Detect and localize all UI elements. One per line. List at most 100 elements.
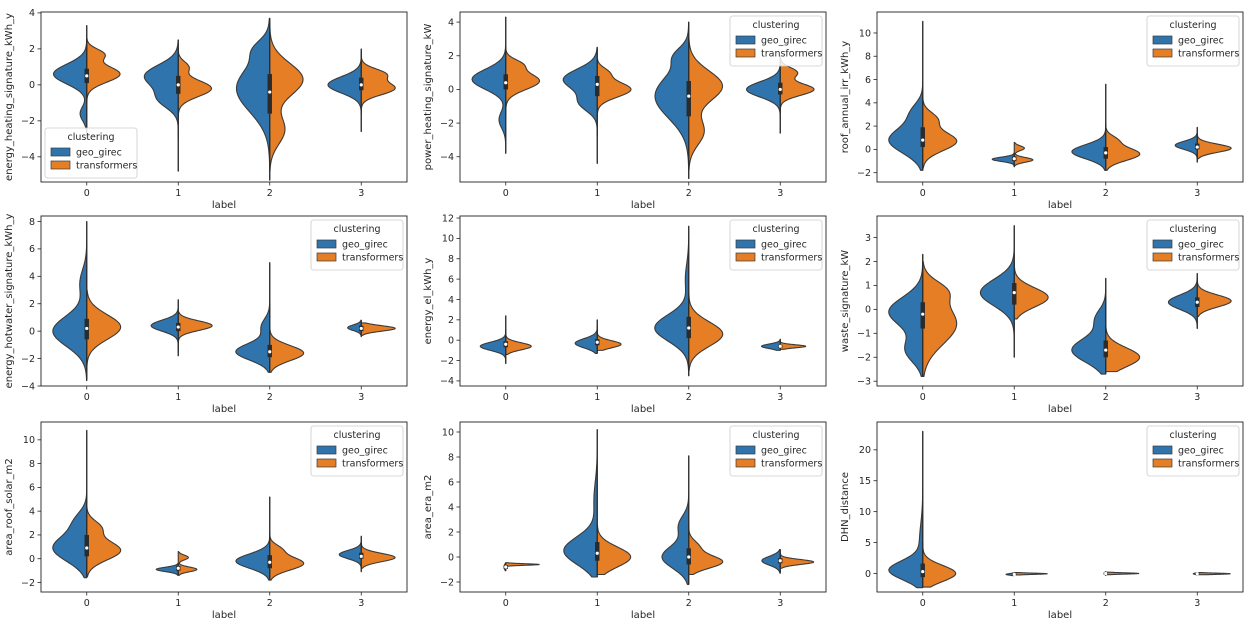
axes-frame (876, 215, 1244, 387)
y-tick-label: 10 (442, 427, 454, 438)
x-axis-label: label (631, 404, 655, 415)
y-tick-label: 2 (865, 257, 871, 268)
y-tick-label: 2 (448, 51, 454, 62)
x-tick-label: 0 (84, 392, 90, 403)
median-dot-3 (359, 83, 363, 87)
y-axis-label: area_era_m2 (423, 475, 434, 540)
violin-geo_girec-1 (563, 428, 598, 578)
y-tick-label: 3 (865, 233, 871, 244)
legend-title: clustering (1170, 20, 1217, 31)
violin-geo_girec-3 (1174, 126, 1198, 163)
median-dot-2 (268, 90, 272, 94)
violin-transformers-1 (596, 58, 632, 138)
median-dot-3 (778, 87, 782, 92)
violin-geo_girec-0 (479, 315, 507, 365)
y-tick-label: 15 (859, 476, 871, 487)
x-tick-label: 2 (1103, 598, 1109, 609)
median-dot-3 (1195, 300, 1199, 304)
x-tick-label: 1 (594, 598, 600, 609)
x-tick-label: 2 (267, 392, 273, 403)
median-dot-1 (176, 566, 180, 570)
violin-geo_girec-2 (661, 455, 690, 586)
violin-transformers-1 (177, 551, 198, 576)
y-tick-label: −3 (857, 377, 871, 388)
x-tick-label: 2 (686, 392, 692, 403)
legend-swatch-transformers (1152, 48, 1173, 58)
legend: clustering geo_girec transformers (1146, 15, 1240, 67)
violin-geo_girec-2 (654, 21, 690, 180)
legend-swatch-transformers (316, 252, 337, 262)
legend-label-transformers: transformers (342, 459, 403, 470)
x-tick-label: 1 (1011, 598, 1017, 609)
violin-geo_girec-2 (235, 17, 271, 181)
y-tick-label: 2 (448, 315, 454, 326)
y-tick-label: 4 (865, 98, 871, 109)
x-axis-label: label (212, 610, 236, 621)
x-tick-label: 3 (777, 188, 783, 199)
y-axis-label: roof_annual_irr_kWh_y (840, 41, 851, 154)
median-dot-1 (176, 325, 180, 329)
median-dot-0 (921, 570, 925, 574)
y-tick-label: 2 (448, 527, 454, 538)
axes-frame (459, 215, 827, 387)
legend: clustering geo_girec transformers (44, 127, 138, 179)
y-axis-label: energy_heating_signature_kWh_y (4, 13, 15, 181)
legend-label-geo_girec: geo_girec (342, 240, 388, 251)
median-dot-1 (176, 83, 180, 87)
y-tick-label: 0 (29, 554, 35, 565)
x-tick-label: 0 (920, 598, 926, 609)
legend-swatch-geo_girec (1152, 445, 1173, 455)
x-tick-label: 2 (1103, 188, 1109, 199)
legend-swatch-transformers (735, 458, 756, 468)
y-tick-label: −2 (440, 118, 454, 129)
y-tick-label: 0 (448, 335, 454, 346)
legend-swatch-transformers (735, 48, 756, 58)
x-tick-label: 1 (175, 188, 181, 199)
iqr-box-0 (84, 534, 89, 557)
violin-geo_girec-3 (761, 338, 781, 351)
legend-label-geo_girec: geo_girec (76, 148, 122, 159)
x-axis-label: label (1048, 404, 1072, 415)
y-tick-label: 4 (448, 502, 454, 513)
y-tick-label: 2 (29, 530, 35, 541)
y-tick-label: 4 (448, 295, 454, 306)
y-tick-label: 12 (442, 213, 454, 224)
x-axis-label: label (1048, 610, 1072, 621)
y-axis-label: area_roof_solar_m2 (4, 458, 15, 555)
legend: clustering geo_girec transformers (1146, 425, 1240, 477)
legend-label-transformers: transformers (342, 253, 403, 264)
y-tick-label: 10 (859, 28, 871, 39)
x-tick-label: 3 (1194, 598, 1200, 609)
violin-geo_girec-3 (761, 548, 781, 574)
x-axis-label: label (212, 200, 236, 211)
x-tick-label: 1 (175, 392, 181, 403)
x-axis-label: label (1048, 200, 1072, 211)
y-tick-label: 2 (865, 121, 871, 132)
x-axis-label: label (631, 200, 655, 211)
violin-transformers-1 (177, 48, 213, 140)
y-axis-label: DHN_distance (840, 472, 851, 542)
y-tick-label: −2 (440, 356, 454, 367)
violin-geo_girec-2 (654, 225, 690, 377)
legend-title: clustering (753, 430, 800, 441)
x-tick-label: 2 (267, 188, 273, 199)
median-dot-1 (1012, 291, 1016, 295)
y-tick-label: 0 (865, 305, 871, 316)
x-tick-label: 1 (594, 392, 600, 403)
y-tick-label: −4 (440, 376, 454, 387)
violin-geo_girec-1 (574, 319, 598, 354)
y-tick-label: 4 (29, 272, 35, 283)
x-tick-label: 1 (175, 598, 181, 609)
violin-geo_girec-0 (471, 16, 507, 154)
violin-geo_girec-1 (143, 39, 179, 172)
violin-geo_girec-1 (991, 152, 1015, 168)
median-dot-0 (85, 326, 89, 331)
median-dot-0 (85, 74, 89, 78)
x-tick-label: 2 (686, 188, 692, 199)
y-tick-label: 8 (865, 52, 871, 63)
y-tick-label: 6 (448, 274, 454, 285)
median-dot-3 (359, 554, 363, 558)
median-dot-3 (1195, 145, 1199, 149)
iqr-box-1 (595, 542, 600, 561)
